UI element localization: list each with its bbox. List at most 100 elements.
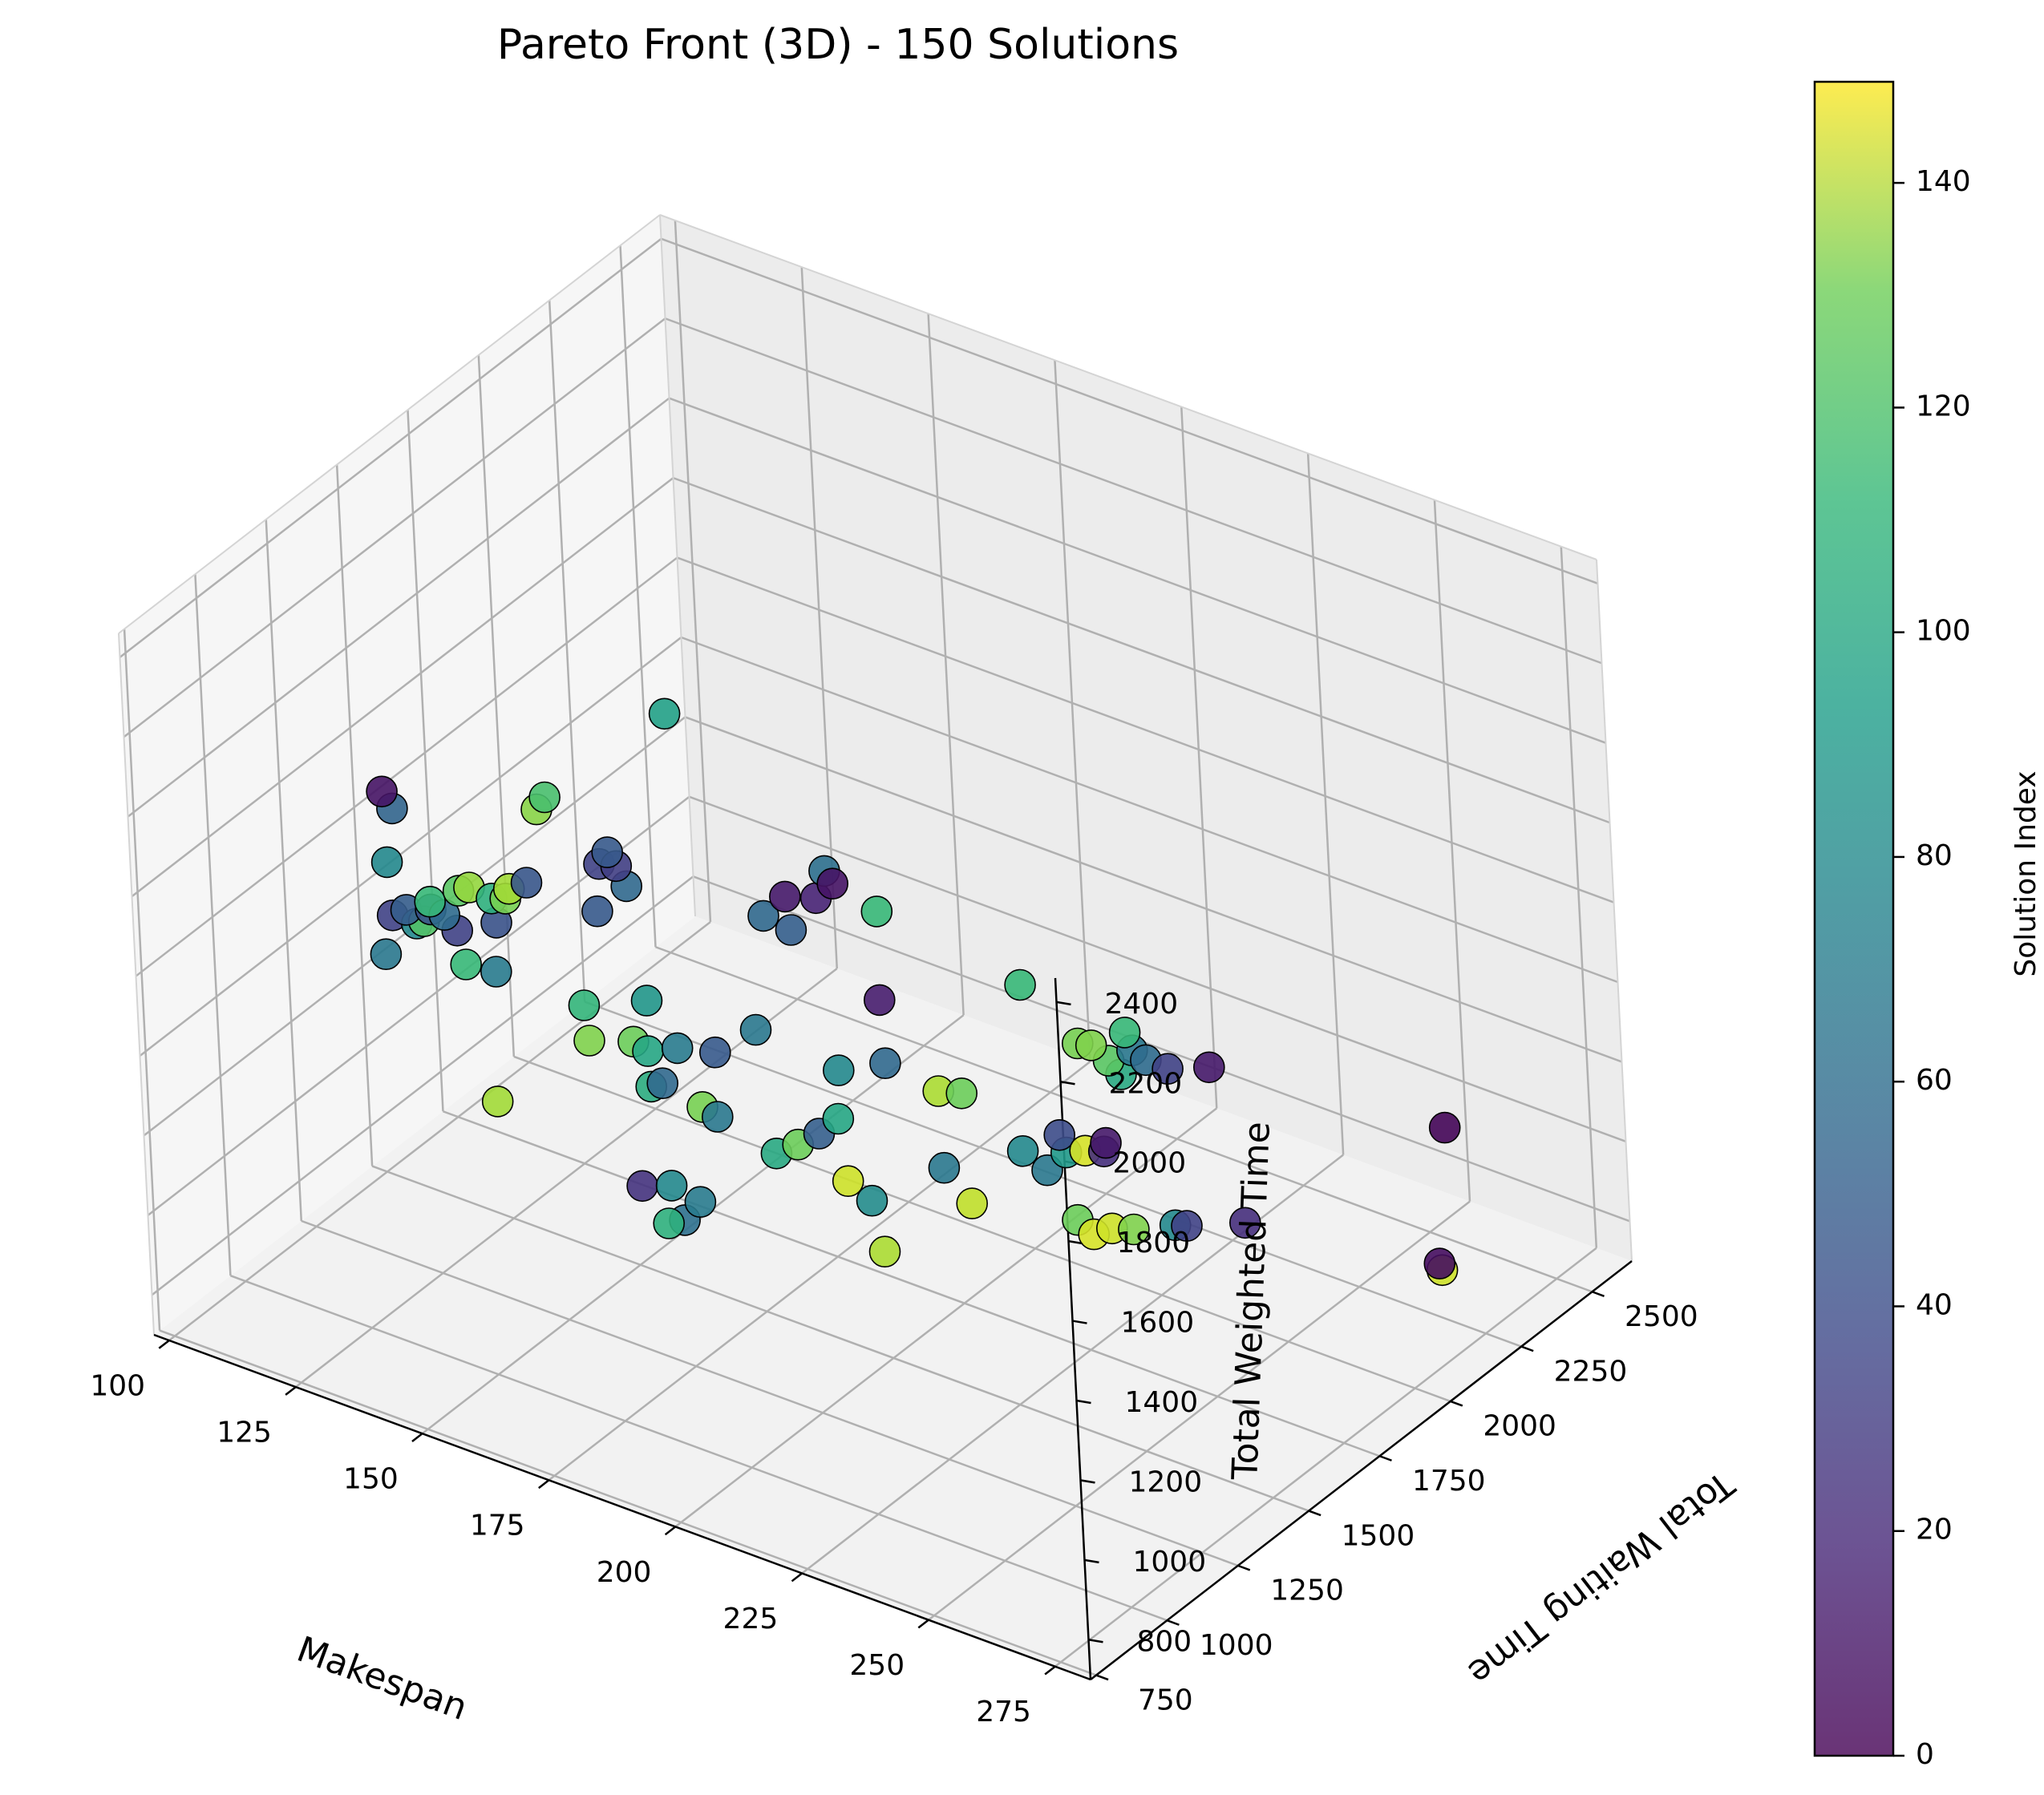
data-point — [1108, 1017, 1141, 1049]
data-point — [823, 1054, 855, 1086]
data-point — [480, 956, 512, 988]
data-points — [366, 697, 1461, 1287]
data-point — [655, 1170, 688, 1202]
left-pane — [119, 215, 695, 1335]
y-tick-mark — [1095, 1674, 1109, 1681]
grid-line-z — [123, 317, 666, 738]
grid-line-x — [1054, 360, 1091, 1062]
grid-line-x — [1560, 546, 1598, 1248]
x-tick-label: 200 — [597, 1556, 652, 1589]
data-point — [1043, 1119, 1075, 1151]
z-tick-mark — [1056, 1001, 1071, 1006]
y-tick-label: 1500 — [1342, 1519, 1415, 1552]
grid-line-x — [1433, 499, 1471, 1202]
data-point — [1171, 1210, 1203, 1242]
x-tick-mark — [917, 1619, 929, 1629]
data-point — [956, 1187, 988, 1219]
colorbar-tick-label: 80 — [1916, 839, 1953, 872]
data-point — [775, 914, 807, 946]
x-tick-label: 225 — [723, 1603, 779, 1635]
z-tick-mark — [1060, 1081, 1075, 1085]
data-point — [653, 1207, 686, 1239]
data-point — [573, 1025, 605, 1057]
colorbar-tick-label: 20 — [1916, 1514, 1953, 1546]
z-tick-mark — [1084, 1558, 1099, 1564]
y-tick-mark — [1520, 1345, 1534, 1352]
data-point — [822, 1102, 855, 1135]
colorbar-tick-label: 120 — [1916, 390, 1971, 422]
axis-lines — [118, 214, 1633, 1681]
data-point — [528, 781, 561, 814]
z-tick-label: 2000 — [1113, 1147, 1187, 1180]
data-point — [414, 885, 447, 918]
y-tick-mark — [1379, 1455, 1392, 1461]
y-tick-mark — [1450, 1400, 1463, 1407]
data-point — [945, 1077, 977, 1110]
grid-line-x — [800, 267, 839, 969]
z-tick-label: 1200 — [1129, 1466, 1203, 1498]
z-tick-label: 1000 — [1133, 1546, 1207, 1579]
grid-line-x — [1306, 453, 1345, 1155]
pane-edge — [118, 214, 661, 634]
data-point — [684, 1186, 717, 1218]
data-point — [868, 1235, 901, 1267]
grid-line-x — [927, 313, 965, 1016]
y-tick-label: 2250 — [1554, 1355, 1628, 1388]
data-point — [869, 1047, 901, 1079]
grid-line-x — [1054, 1247, 1597, 1668]
colorbar-tick-label: 40 — [1916, 1288, 1953, 1321]
grid-line-z — [661, 237, 1598, 585]
chart-title: Pareto Front (3D) - 150 Solutions — [497, 21, 1179, 69]
x-tick-mark — [791, 1572, 803, 1583]
pane-edge — [659, 214, 1597, 560]
grid-line-x — [1180, 406, 1218, 1109]
data-point — [1229, 1207, 1261, 1239]
y-tick-label: 1750 — [1412, 1465, 1486, 1498]
x-tick-mark — [664, 1526, 677, 1536]
grid-line-y — [655, 946, 1593, 1293]
data-point — [661, 1032, 694, 1065]
x-tick-mark — [285, 1386, 297, 1396]
data-point — [370, 938, 403, 970]
colorbar-tick-label: 0 — [1916, 1738, 1934, 1771]
grid-line-z — [669, 397, 1606, 744]
data-point — [832, 1165, 864, 1197]
grid-line-y — [265, 519, 303, 1221]
grid-line-z — [151, 875, 694, 1296]
grid-line-y — [335, 464, 374, 1166]
colorbar-tick-label: 60 — [1916, 1064, 1953, 1097]
grid-line-z — [135, 556, 678, 977]
data-point — [856, 1184, 888, 1217]
pane-edge — [659, 214, 696, 917]
z-tick-mark — [1076, 1399, 1091, 1405]
data-point — [632, 1035, 664, 1067]
data-point — [1118, 1213, 1150, 1246]
grid-line-z — [119, 237, 662, 658]
grid-line-x — [548, 1061, 1091, 1482]
grid-line-y — [548, 300, 586, 1002]
z-tick-mark — [1080, 1479, 1095, 1484]
data-point — [768, 880, 801, 913]
data-point — [626, 1170, 658, 1203]
grid-line-x — [674, 220, 712, 923]
grid-line-y — [619, 245, 657, 948]
z-axis-line — [1054, 977, 1092, 1680]
back-pane — [660, 215, 1632, 1261]
x-tick-label: 150 — [343, 1463, 399, 1496]
data-point — [1090, 1126, 1122, 1159]
data-point — [581, 895, 613, 928]
y-tick-label: 2500 — [1625, 1300, 1698, 1333]
data-point — [481, 1085, 514, 1118]
y-tick-mark — [1308, 1510, 1322, 1517]
data-point — [1152, 1053, 1184, 1085]
data-point — [816, 867, 848, 900]
data-point — [450, 948, 483, 980]
grid-line-z — [677, 556, 1614, 904]
x-tick-label: 175 — [470, 1510, 525, 1542]
grid-line-x — [928, 1200, 1471, 1621]
data-point — [646, 1067, 679, 1099]
grid-line-y — [371, 1165, 1309, 1512]
z-tick-label: 2200 — [1109, 1067, 1183, 1100]
x-tick-label: 250 — [849, 1649, 905, 1682]
